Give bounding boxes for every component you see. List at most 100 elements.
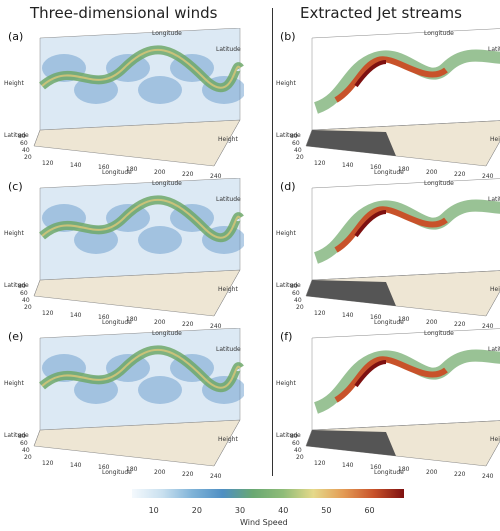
longitude-tick: 160 xyxy=(98,464,110,471)
latitude-axis-label: Latitude xyxy=(276,432,301,439)
longitude-tick: 140 xyxy=(342,462,354,469)
longitude-tick: 140 xyxy=(70,462,82,469)
longitude-tick: 200 xyxy=(154,169,166,176)
latitude-tick: 20 xyxy=(24,454,32,461)
longitude-axis-label: Longitude xyxy=(374,319,404,326)
latitude-side-axis-label: Latitude xyxy=(488,346,500,353)
latitude-axis-label: Latitude xyxy=(276,132,301,139)
longitude-tick: 180 xyxy=(126,466,138,473)
latitude-axis-label: Latitude xyxy=(4,432,29,439)
latitude-tick: 60 xyxy=(20,140,28,147)
latitude-tick: 20 xyxy=(296,454,304,461)
height-side-axis-label: Height xyxy=(490,436,500,443)
latitude-tick: 40 xyxy=(22,297,30,304)
latitude-axis-label: Latitude xyxy=(4,132,29,139)
latitude-axis-label: Latitude xyxy=(4,282,29,289)
colorbar xyxy=(132,489,404,498)
column-divider xyxy=(272,8,273,476)
colorbar-tick: 20 xyxy=(191,506,202,515)
longitude-axis-label: Longitude xyxy=(374,469,404,476)
colorbar-tick: 30 xyxy=(234,506,246,515)
latitude-tick: 80 xyxy=(290,283,298,290)
longitude-tick: 220 xyxy=(454,171,466,178)
height-side-axis-label: Height xyxy=(218,286,238,293)
panel-label: (d) xyxy=(280,180,296,193)
longitude-tick: 180 xyxy=(398,466,410,473)
colorbar-tick: 60 xyxy=(364,506,375,515)
longitude-tick: 220 xyxy=(454,471,466,478)
longitude-tick: 160 xyxy=(98,314,110,321)
panel-label: (f) xyxy=(280,330,293,343)
volume-render xyxy=(33,328,244,467)
latitude-tick: 20 xyxy=(296,304,304,311)
longitude-tick: 160 xyxy=(370,314,382,321)
longitude-tick: 120 xyxy=(314,310,326,317)
longitude-tick: 200 xyxy=(426,469,438,476)
left-column-title: Three-dimensional winds xyxy=(30,4,218,22)
volume-render xyxy=(305,178,500,317)
latitude-tick: 20 xyxy=(296,154,304,161)
height-side-axis-label: Height xyxy=(218,136,238,143)
colorbar-tick: 40 xyxy=(278,506,289,515)
longitude-tick: 160 xyxy=(98,164,110,171)
latitude-side-axis-label: Latitude xyxy=(216,196,241,203)
longitude-tick: 220 xyxy=(454,321,466,328)
right-column-title: Extracted Jet streams xyxy=(300,4,462,22)
latitude-tick: 60 xyxy=(292,290,300,297)
longitude-tick: 180 xyxy=(126,166,138,173)
longitude-tick: 180 xyxy=(126,316,138,323)
longitude-axis-label: Longitude xyxy=(374,169,404,176)
longitude-tick: 200 xyxy=(426,169,438,176)
panel-a: (a) Height Latitude Longitude Longitude Latit… xyxy=(4,28,244,180)
colorbar-title: Wind Speed xyxy=(240,518,288,527)
height-side-axis-label: Height xyxy=(490,136,500,143)
latitude-tick: 40 xyxy=(294,147,302,154)
longitude-tick: 200 xyxy=(154,469,166,476)
latitude-tick: 40 xyxy=(294,447,302,454)
longitude-tick: 240 xyxy=(482,173,494,180)
longitude-tick: 140 xyxy=(342,312,354,319)
latitude-tick: 20 xyxy=(24,304,32,311)
latitude-side-axis-label: Latitude xyxy=(216,346,241,353)
longitude-tick: 220 xyxy=(182,321,194,328)
longitude-tick: 220 xyxy=(182,471,194,478)
latitude-tick: 80 xyxy=(18,133,26,140)
longitude-tick: 140 xyxy=(70,162,82,169)
longitude-top-axis-label: Longitude xyxy=(424,330,454,337)
longitude-tick: 240 xyxy=(210,173,222,180)
latitude-tick: 40 xyxy=(22,447,30,454)
height-axis-label: Height xyxy=(4,80,24,87)
longitude-tick: 240 xyxy=(210,473,222,480)
latitude-tick: 40 xyxy=(22,147,30,154)
latitude-tick: 40 xyxy=(294,297,302,304)
panel-label: (b) xyxy=(280,30,296,43)
longitude-tick: 140 xyxy=(342,162,354,169)
longitude-top-axis-label: Longitude xyxy=(152,180,182,187)
latitude-side-axis-label: Latitude xyxy=(488,46,500,53)
panel-label: (e) xyxy=(8,330,24,343)
volume-render xyxy=(33,28,244,167)
height-axis-label: Height xyxy=(4,230,24,237)
latitude-tick: 80 xyxy=(18,433,26,440)
longitude-tick: 200 xyxy=(154,319,166,326)
latitude-tick: 60 xyxy=(292,140,300,147)
latitude-tick: 80 xyxy=(290,433,298,440)
height-axis-label: Height xyxy=(4,380,24,387)
colorbar-tick: 50 xyxy=(321,506,332,515)
longitude-top-axis-label: Longitude xyxy=(424,180,454,187)
longitude-tick: 140 xyxy=(70,312,82,319)
latitude-side-axis-label: Latitude xyxy=(488,196,500,203)
longitude-tick: 120 xyxy=(314,460,326,467)
longitude-tick: 120 xyxy=(314,160,326,167)
latitude-tick: 20 xyxy=(24,154,32,161)
longitude-tick: 200 xyxy=(426,319,438,326)
latitude-tick: 60 xyxy=(292,440,300,447)
latitude-tick: 80 xyxy=(290,133,298,140)
longitude-tick: 240 xyxy=(210,323,222,330)
panel-d: (d) Height Latitude Longitude Longitude Latit… xyxy=(276,178,500,330)
longitude-tick: 120 xyxy=(42,310,54,317)
height-axis-label: Height xyxy=(276,230,296,237)
longitude-tick: 220 xyxy=(182,171,194,178)
height-side-axis-label: Height xyxy=(218,436,238,443)
latitude-tick: 80 xyxy=(18,283,26,290)
